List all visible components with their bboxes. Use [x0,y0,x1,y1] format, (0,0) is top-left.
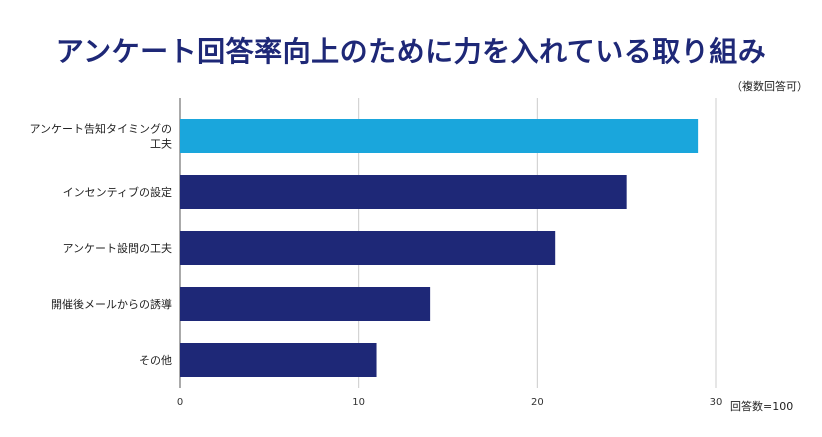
x-tick-label: 30 [710,397,723,408]
bar [180,231,556,265]
category-label-line: その他 [139,354,172,367]
bar [180,175,627,209]
category-label: アンケート設問の工夫 [62,241,172,255]
category-label: その他 [139,354,172,367]
multiple-answer-note: （複数回答可） [731,80,808,93]
bar [180,119,699,153]
category-label-line: 工夫 [150,138,172,151]
bar [180,343,377,377]
category-label-line: 開催後メールからの誘導 [51,297,172,311]
category-label-line: アンケート告知タイミングの [29,122,172,136]
category-label-line: インセンティブの設定 [63,185,172,199]
chart-title: アンケート回答率向上のために力を入れている取り組み [55,35,767,68]
x-tick-label: 0 [177,397,183,408]
x-tick-label: 10 [352,397,365,408]
category-label: 開催後メールからの誘導 [51,297,172,311]
category-label-line: アンケート設問の工夫 [62,241,172,255]
x-tick-label: 20 [531,397,544,408]
category-label: アンケート告知タイミングの工夫 [29,122,172,151]
bar [180,287,431,321]
response-count-note: 回答数=100 [730,400,794,413]
category-label: インセンティブの設定 [63,185,172,199]
